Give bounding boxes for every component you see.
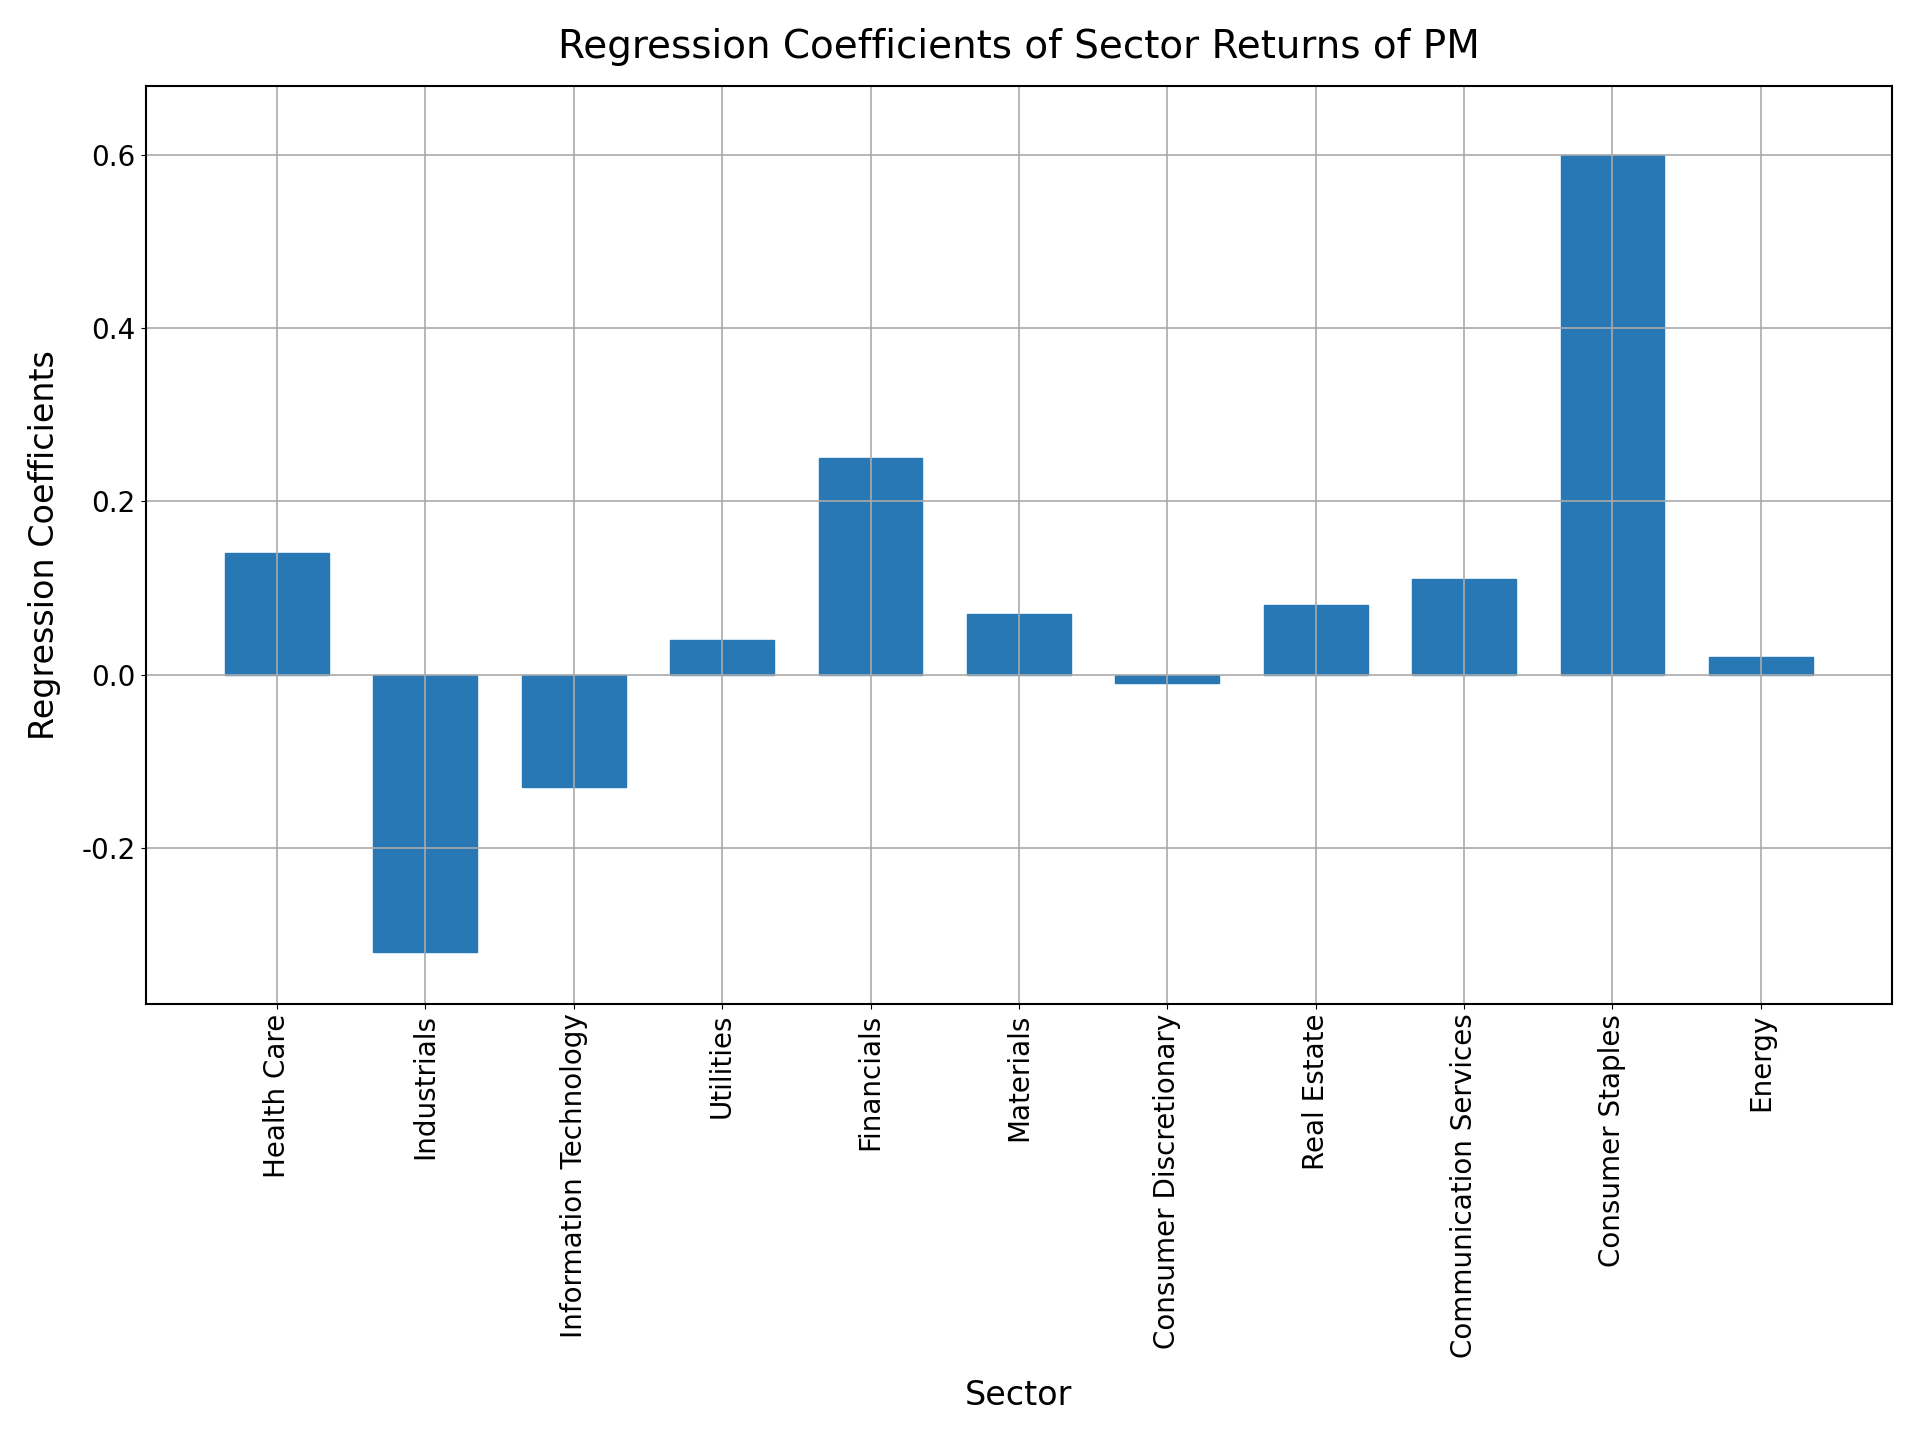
Bar [670,639,774,675]
X-axis label: Sector: Sector [966,1380,1073,1413]
Bar [818,458,922,675]
Bar [968,613,1071,675]
Bar [1561,156,1665,675]
Bar [1116,675,1219,684]
Y-axis label: Regression Coefficients: Regression Coefficients [27,350,61,740]
Bar [225,553,328,675]
Title: Regression Coefficients of Sector Returns of PM: Regression Coefficients of Sector Return… [559,27,1480,66]
Bar [1709,658,1812,675]
Bar [1263,605,1367,675]
Bar [522,675,626,788]
Bar [1411,579,1517,675]
Bar [372,675,478,952]
